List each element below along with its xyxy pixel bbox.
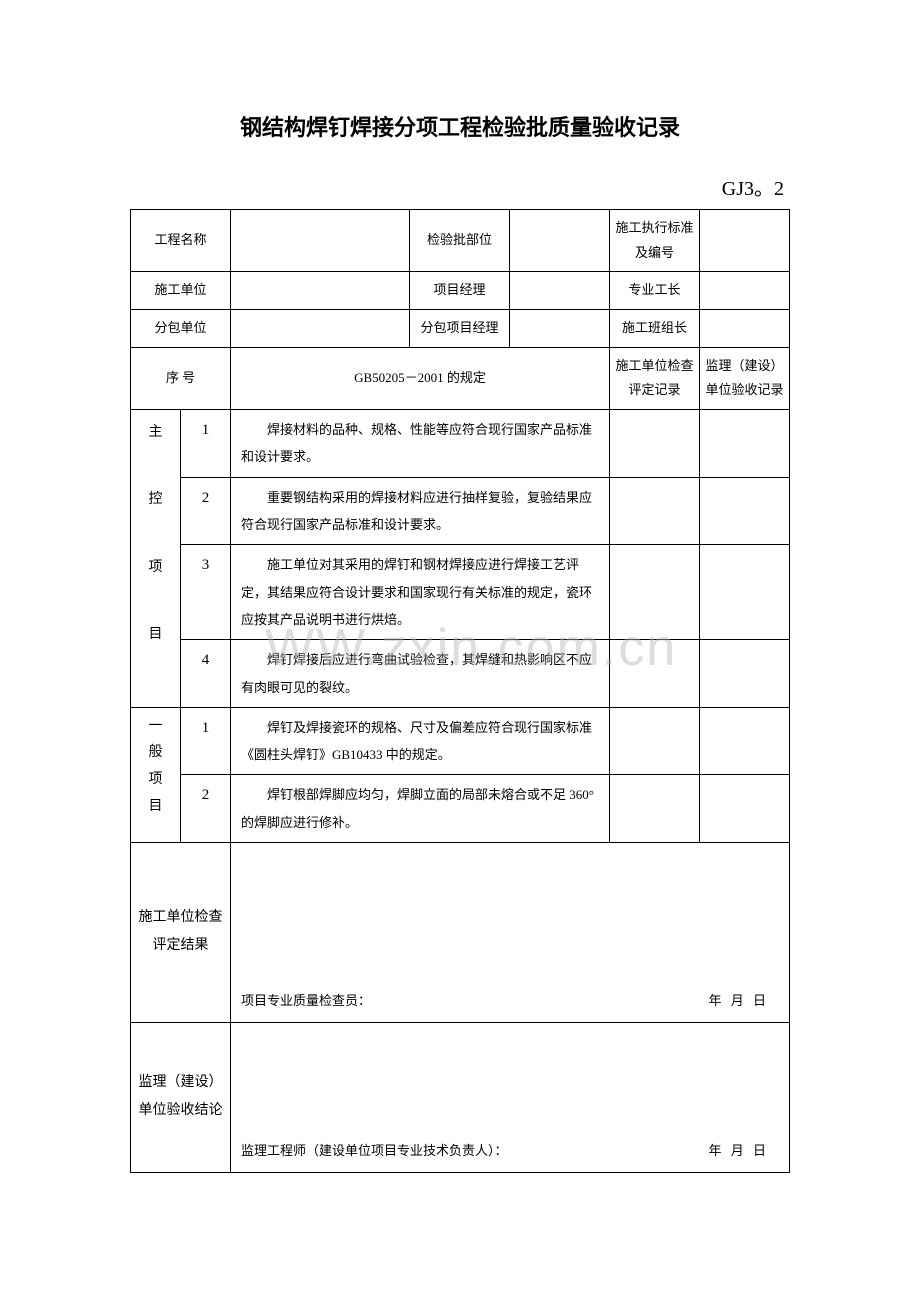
- group-general: 一 般 项 目: [131, 707, 181, 842]
- sig1-date: 年 月 日: [708, 989, 779, 1014]
- table-row: 序 号 GB50205－2001 的规定 施工单位检查评定记录 监理（建设）单位…: [131, 347, 790, 409]
- table-row: 监理（建设）单位验收结论 监理工程师（建设单位项目专业技术负责人）： 年 月 日: [131, 1022, 790, 1172]
- row-num: 2: [181, 477, 231, 545]
- label-sub-pm: 分包项目经理: [410, 310, 510, 348]
- accept-cell: [700, 640, 790, 708]
- value-standard: [700, 210, 790, 272]
- group-main-control: 主 控 项 目: [131, 410, 181, 708]
- table-row: 分包单位 分包项目经理 施工班组长: [131, 310, 790, 348]
- table-row: 2 重要钢结构采用的焊接材料应进行抽样复验，复验结果应符合现行国家产品标准和设计…: [131, 477, 790, 545]
- table-row: 4 焊钉焊接后应进行弯曲试验检查，其焊缝和热影响区不应有肉眼可见的裂纹。: [131, 640, 790, 708]
- row-num: 4: [181, 640, 231, 708]
- row-text: 焊接材料的品种、规格、性能等应符合现行国家产品标准和设计要求。: [231, 410, 610, 478]
- table-row: 施工单位检查评定结果 项目专业质量检查员： 年 月 日: [131, 842, 790, 1022]
- check-cell: [610, 477, 700, 545]
- table-row: 工程名称 检验批部位 施工执行标准及编号: [131, 210, 790, 272]
- accept-cell: [700, 477, 790, 545]
- value-pm: [510, 272, 610, 310]
- label-team-leader: 施工班组长: [610, 310, 700, 348]
- table-row: 施工单位 项目经理 专业工长: [131, 272, 790, 310]
- label-batch-location: 检验批部位: [410, 210, 510, 272]
- label-standard: 施工执行标准及编号: [610, 210, 700, 272]
- check-cell: [610, 410, 700, 478]
- label-supervisor-check: 监理（建设）单位验收记录: [700, 347, 790, 409]
- value-batch-location: [510, 210, 610, 272]
- value-subcontractor: [231, 310, 410, 348]
- check-cell: [610, 545, 700, 640]
- sig1-content: 项目专业质量检查员： 年 月 日: [231, 842, 790, 1022]
- table-row: 一 般 项 目 1 焊钉及焊接瓷环的规格、尺寸及偏差应符合现行国家标准《圆柱头焊…: [131, 707, 790, 775]
- page-title: 钢结构焊钉焊接分项工程检验批质量验收记录: [130, 110, 790, 142]
- check-cell: [610, 640, 700, 708]
- row-num: 1: [181, 410, 231, 478]
- accept-cell: [700, 410, 790, 478]
- check-cell: [610, 775, 700, 843]
- label-subcontractor: 分包单位: [131, 310, 231, 348]
- label-foreman: 专业工长: [610, 272, 700, 310]
- check-cell: [610, 707, 700, 775]
- row-num: 2: [181, 775, 231, 843]
- table-row: 2 焊钉根部焊脚应均匀，焊脚立面的局部未熔合或不足 360°的焊脚应进行修补。: [131, 775, 790, 843]
- value-construction-unit: [231, 272, 410, 310]
- row-num: 1: [181, 707, 231, 775]
- sig2-label: 监理（建设）单位验收结论: [131, 1022, 231, 1172]
- row-num: 3: [181, 545, 231, 640]
- label-project-name: 工程名称: [131, 210, 231, 272]
- sig2-content: 监理工程师（建设单位项目专业技术负责人）： 年 月 日: [231, 1022, 790, 1172]
- label-pm: 项目经理: [410, 272, 510, 310]
- value-project-name: [231, 210, 410, 272]
- row-text: 焊钉根部焊脚应均匀，焊脚立面的局部未熔合或不足 360°的焊脚应进行修补。: [231, 775, 610, 843]
- inspection-table: 工程名称 检验批部位 施工执行标准及编号 施工单位 项目经理 专业工长 分包单位…: [130, 209, 790, 1173]
- row-text: 重要钢结构采用的焊接材料应进行抽样复验，复验结果应符合现行国家产品标准和设计要求…: [231, 477, 610, 545]
- value-foreman: [700, 272, 790, 310]
- table-row: 3 施工单位对其采用的焊钉和钢材焊接应进行焊接工艺评定，其结果应符合设计要求和国…: [131, 545, 790, 640]
- sig2-person: 监理工程师（建设单位项目专业技术负责人）：: [241, 1139, 708, 1164]
- label-seq: 序 号: [131, 347, 231, 409]
- value-sub-pm: [510, 310, 610, 348]
- row-text: 焊钉及焊接瓷环的规格、尺寸及偏差应符合现行国家标准《圆柱头焊钉》GB10433 …: [231, 707, 610, 775]
- sig1-label: 施工单位检查评定结果: [131, 842, 231, 1022]
- accept-cell: [700, 707, 790, 775]
- row-text: 焊钉焊接后应进行弯曲试验检查，其焊缝和热影响区不应有肉眼可见的裂纹。: [231, 640, 610, 708]
- accept-cell: [700, 545, 790, 640]
- label-construction-check: 施工单位检查评定记录: [610, 347, 700, 409]
- sig1-person: 项目专业质量检查员：: [241, 989, 708, 1014]
- doc-code: GJ3。2: [130, 172, 790, 201]
- label-construction-unit: 施工单位: [131, 272, 231, 310]
- sig2-date: 年 月 日: [708, 1139, 779, 1164]
- label-gb-standard: GB50205－2001 的规定: [231, 347, 610, 409]
- table-row: 主 控 项 目 1 焊接材料的品种、规格、性能等应符合现行国家产品标准和设计要求…: [131, 410, 790, 478]
- accept-cell: [700, 775, 790, 843]
- value-team-leader: [700, 310, 790, 348]
- row-text: 施工单位对其采用的焊钉和钢材焊接应进行焊接工艺评定，其结果应符合设计要求和国家现…: [231, 545, 610, 640]
